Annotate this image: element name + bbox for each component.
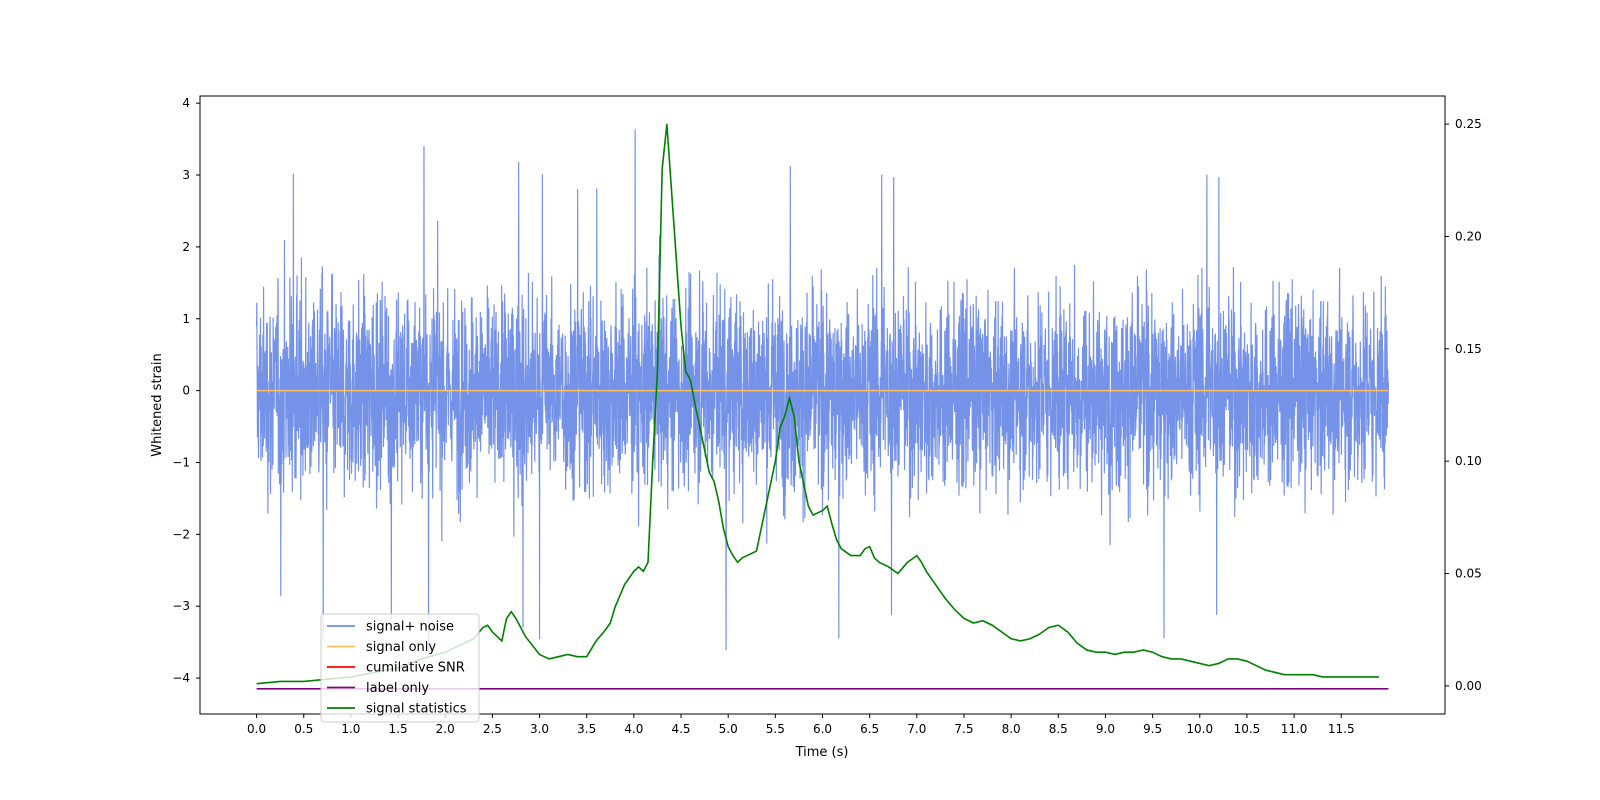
x-tick-label: 1.5 [389, 722, 408, 736]
x-tick-label: 0.0 [247, 722, 266, 736]
series-signal-statistics-line [256, 124, 1379, 685]
x-tick-label: 1.0 [341, 722, 360, 736]
x-tick-label: 10.5 [1234, 722, 1261, 736]
x-tick-label: 9.0 [1096, 722, 1115, 736]
x-axis-label: Time (s) [795, 745, 849, 760]
x-tick-label: 6.0 [813, 722, 832, 736]
legend: signal+ noise signal only cumilative SNR la… [320, 613, 480, 723]
x-tick-label: 9.5 [1143, 722, 1162, 736]
y2-tick-label: 0.15 [1455, 342, 1482, 356]
x-tick-label: 6.5 [860, 722, 879, 736]
x-tick-label: 5.0 [719, 722, 738, 736]
y2-tick-label: 0.00 [1455, 679, 1482, 693]
x-tick-label: 3.0 [530, 722, 549, 736]
y2-tick-label: 0.10 [1455, 454, 1482, 468]
x-tick-label: 11.0 [1281, 722, 1308, 736]
y-axis-ticks: 4 3 2 1 0 −1 −2 −3 −4 [172, 96, 200, 685]
y-tick-label: 2 [182, 240, 190, 254]
y2-tick-label: 0.20 [1455, 229, 1482, 243]
legend-label: signal+ noise [366, 620, 454, 635]
y2-tick-label: 0.25 [1455, 117, 1482, 131]
y2-axis-ticks: 0.25 0.20 0.15 0.10 0.05 0.00 [1445, 117, 1482, 693]
legend-label: cumilative SNR [366, 661, 465, 676]
x-tick-label: 5.5 [766, 722, 785, 736]
x-tick-label: 8.0 [1002, 722, 1021, 736]
y2-tick-label: 0.05 [1455, 567, 1482, 581]
legend-label: signal statistics [366, 702, 467, 717]
y-tick-label: −2 [172, 527, 190, 541]
legend-box [320, 613, 480, 723]
x-axis-ticks: 0.0 0.5 1.0 1.5 2.0 2.5 3.0 3.5 4.0 4.5 5.0 5.5 6.0 6… [247, 714, 1355, 736]
x-tick-label: 4.0 [624, 722, 643, 736]
legend-label: label only [366, 681, 429, 696]
y-tick-label: 4 [182, 96, 190, 110]
x-tick-label: 3.5 [577, 722, 596, 736]
x-tick-label: 4.5 [671, 722, 690, 736]
y-tick-label: −1 [172, 455, 190, 469]
x-tick-label: 10.0 [1186, 722, 1213, 736]
plot-area [255, 124, 1390, 690]
y-tick-label: 1 [182, 312, 190, 326]
legend-label: signal only [366, 640, 436, 655]
x-tick-label: 7.0 [907, 722, 926, 736]
series-signal-noise-line [255, 129, 1390, 656]
y-tick-label: −3 [172, 599, 190, 613]
y-tick-label: −4 [172, 671, 190, 685]
x-tick-label: 11.5 [1328, 722, 1355, 736]
y-axis-label: Whitened strain [150, 353, 165, 456]
x-tick-label: 7.5 [954, 722, 973, 736]
x-tick-label: 0.5 [294, 722, 313, 736]
x-tick-label: 8.5 [1049, 722, 1068, 736]
y-tick-label: 3 [182, 168, 190, 182]
y-tick-label: 0 [182, 384, 190, 398]
x-tick-label: 2.5 [483, 722, 502, 736]
x-tick-label: 2.0 [436, 722, 455, 736]
